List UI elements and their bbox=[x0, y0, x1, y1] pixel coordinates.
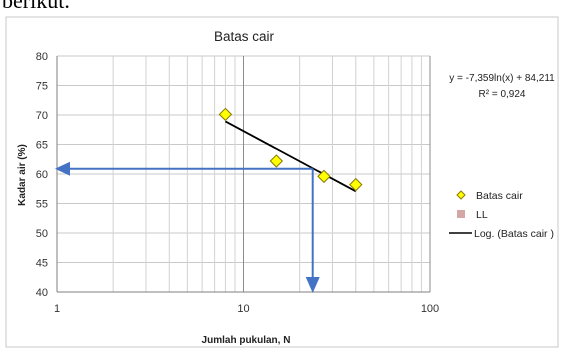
x-tick-label: 100 bbox=[421, 303, 439, 315]
y-tick-label: 60 bbox=[36, 169, 48, 181]
page-top-text: berikut. bbox=[2, 0, 70, 13]
trendline-r-squared: R² = 0,924 bbox=[479, 89, 526, 100]
legend: Batas cair LL Log. (Batas cair ) bbox=[449, 190, 554, 240]
annotation-down-arrowhead bbox=[305, 277, 320, 293]
legend-marker-ll bbox=[457, 210, 465, 218]
y-tick-label: 65 bbox=[36, 140, 48, 152]
y-tick-label: 55 bbox=[36, 199, 48, 211]
data-point-marker bbox=[317, 169, 331, 184]
trendline bbox=[225, 120, 357, 193]
trendline-equation: y = -7,359ln(x) + 84,211 bbox=[449, 73, 555, 84]
y-axis-label: Kadar air (%) bbox=[17, 144, 28, 206]
plot-area: 40 45 50 55 60 65 70 75 80 1 10 100 bbox=[36, 51, 439, 315]
x-axis-label: Jumlah pukulan, N bbox=[202, 335, 291, 346]
legend-label-batas-cair: Batas cair bbox=[476, 190, 523, 202]
legend-label-ll: LL bbox=[476, 209, 488, 221]
y-tick-label: 40 bbox=[36, 287, 48, 299]
y-tick-label: 45 bbox=[36, 258, 48, 270]
legend-marker-batas-cair bbox=[456, 190, 466, 200]
data-point-marker bbox=[349, 177, 363, 192]
legend-label-trendline: Log. (Batas cair ) bbox=[474, 228, 554, 240]
annotation-left-arrowhead bbox=[55, 161, 70, 176]
y-tick-label: 80 bbox=[36, 51, 48, 63]
y-tick-label: 70 bbox=[36, 110, 48, 122]
y-tick-label: 75 bbox=[36, 81, 48, 93]
x-tick-label: 1 bbox=[54, 303, 60, 315]
chart-title: Batas cair bbox=[214, 29, 275, 44]
x-tick-label: 10 bbox=[237, 303, 249, 315]
data-point-marker bbox=[218, 107, 233, 122]
data-point-marker bbox=[269, 154, 284, 168]
y-tick-label: 50 bbox=[36, 228, 48, 240]
